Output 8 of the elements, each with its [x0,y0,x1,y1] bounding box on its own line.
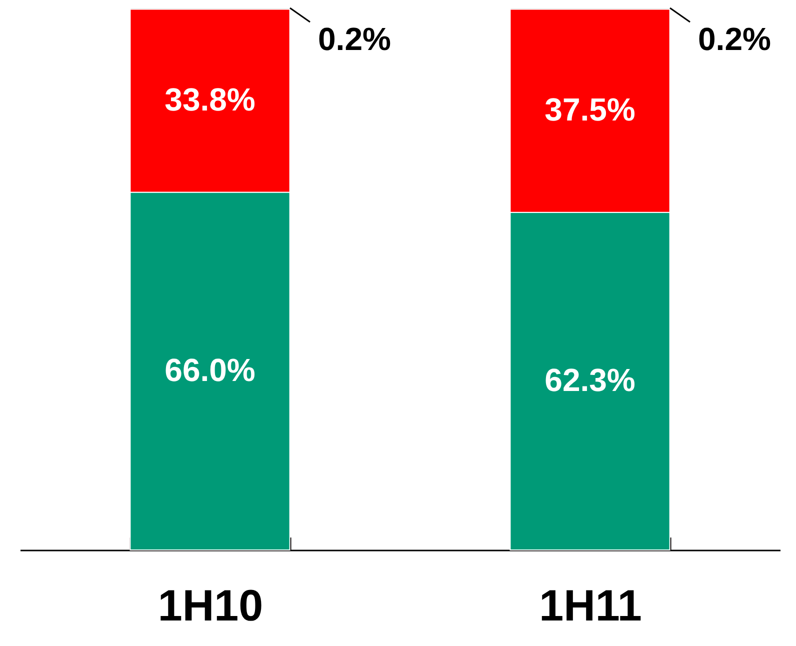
data-label: 0.2% [318,21,391,57]
data-label: 0.2% [698,21,771,57]
data-label: 62.3% [544,362,636,398]
data-label: 37.5% [544,92,636,128]
data-label: 66.0% [164,352,256,388]
x-tick-label: 1H11 [539,582,642,630]
x-tick-label: 1H10 [158,582,264,630]
data-label: 33.8% [164,82,256,118]
